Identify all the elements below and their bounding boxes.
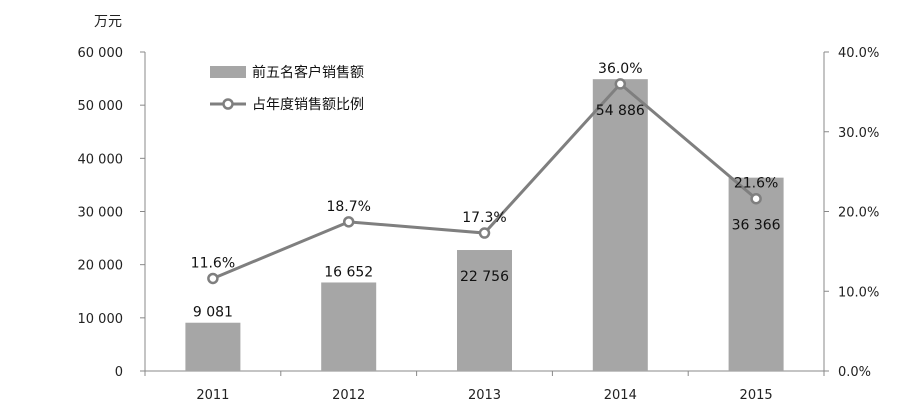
bar: [728, 177, 784, 371]
bar-value-label: 36 366: [732, 218, 781, 234]
right-tick-label: 20.0%: [838, 206, 879, 221]
bar: [321, 282, 377, 371]
bar: [457, 250, 512, 371]
left-tick-label: 10 000: [78, 312, 124, 327]
line-point: [342, 216, 355, 228]
line-value-label: 36.0%: [598, 61, 642, 77]
ratio-line: [212, 81, 758, 280]
y-unit-label: 万元: [94, 14, 122, 30]
legend-label-bar: 前五名客户销售额: [252, 64, 364, 81]
x-tick-label: 2015: [740, 388, 773, 403]
left-tick-label: 0: [115, 365, 123, 380]
line-point: [750, 192, 762, 205]
left-tick-label: 40 000: [78, 152, 124, 167]
axes: 0 10 000 20 000 30 000 40 000 50 000 60 000 0.0…: [78, 46, 880, 403]
bar-value-label: 22 756: [460, 269, 509, 285]
legend-swatch-bar: [210, 66, 246, 78]
left-tick-label: 50 000: [78, 99, 124, 114]
left-tick-label: 30 000: [78, 206, 124, 221]
bars: [185, 79, 784, 372]
right-tick-label: 30.0%: [838, 126, 879, 141]
bar: [185, 322, 241, 371]
ratio-line-series: [207, 78, 762, 285]
legend-label-line: 占年度销售额比例: [252, 97, 364, 113]
bar-value-label: 9 081: [193, 305, 233, 321]
bar: [592, 79, 648, 372]
line-value-label: 11.6%: [191, 255, 235, 271]
data-labels: 9 081 16 652 22 756 54 886 36 366 11.6% 18.7% 1…: [191, 61, 781, 321]
left-tick-label: 60 000: [78, 46, 124, 61]
legend-marker-line: [222, 98, 234, 110]
legend: 前五名客户销售额 占年度销售额比例: [210, 64, 364, 113]
left-tick-label: 20 000: [78, 259, 124, 274]
right-tick-label: 40.0%: [838, 46, 879, 61]
line-point: [478, 227, 491, 239]
right-tick-label: 0.0%: [838, 365, 871, 380]
x-tick-label: 2012: [332, 388, 365, 403]
bar-value-label: 54 886: [596, 103, 645, 119]
x-tick-label: 2013: [468, 388, 501, 403]
line-value-label: 17.3%: [462, 210, 506, 226]
line-point: [207, 272, 219, 285]
x-tick-label: 2014: [604, 388, 637, 403]
x-tick-label: 2011: [196, 388, 229, 403]
right-tick-label: 10.0%: [838, 285, 879, 300]
line-value-label: 21.6%: [734, 176, 778, 192]
line-value-label: 18.7%: [326, 199, 370, 215]
bar-value-label: 16 652: [324, 264, 373, 280]
line-point: [614, 78, 627, 90]
